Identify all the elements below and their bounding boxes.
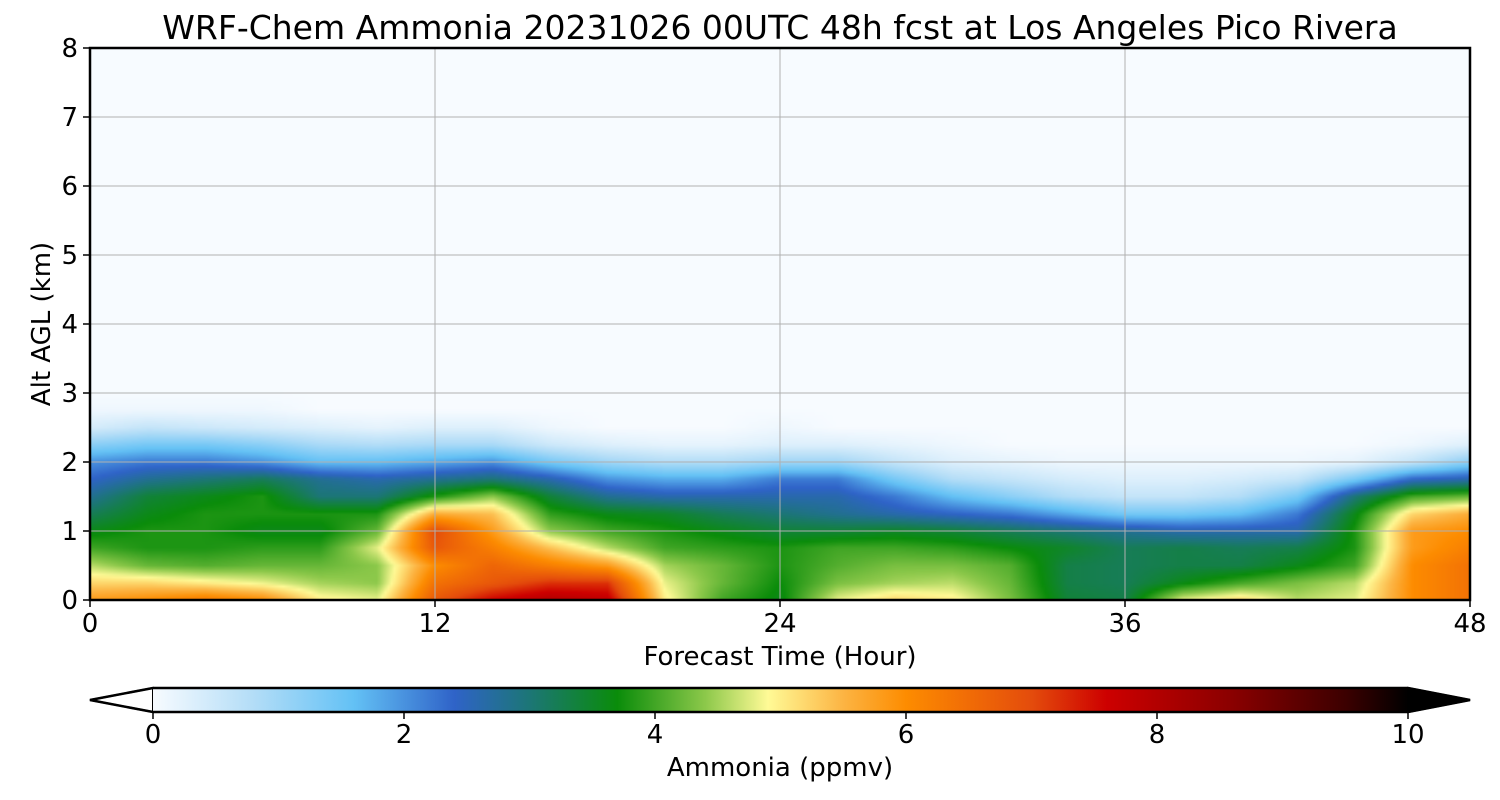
y-tick-label: 7 (61, 103, 78, 133)
x-tick-label: 0 (82, 609, 99, 639)
colorbar-tick-label: 2 (396, 720, 413, 750)
y-tick-label: 1 (61, 517, 78, 547)
colorbar-tick-label: 6 (898, 720, 915, 750)
x-tick-label: 48 (1453, 609, 1486, 639)
y-axis-label: Alt AGL (km) (27, 242, 57, 406)
colorbar: 0 2 4 6 8 10 Ammonia (ppmv) (89, 686, 1471, 783)
x-tick-label: 12 (418, 609, 451, 639)
colorbar-tick-label: 10 (1391, 720, 1424, 750)
y-tick-label: 3 (61, 379, 78, 409)
x-axis-ticks: 0 12 24 36 48 (82, 600, 1487, 639)
colorbar-over-arrow (1407, 686, 1471, 714)
colorbar-tick-label: 0 (145, 720, 162, 750)
plot-area (88, 46, 1472, 602)
y-axis-ticks: 0 1 2 3 4 5 6 7 8 (61, 34, 90, 616)
x-axis-label: Forecast Time (Hour) (643, 642, 916, 672)
colorbar-ticks: 0 2 4 6 8 10 (145, 712, 1425, 750)
colorbar-label: Ammonia (ppmv) (667, 753, 893, 783)
y-tick-label: 6 (61, 172, 78, 202)
colorbar-under-arrow (89, 686, 154, 714)
y-tick-label: 4 (61, 310, 78, 340)
colorbar-tick-label: 4 (647, 720, 664, 750)
colorbar-gradient (153, 688, 1408, 712)
chart-title: WRF-Chem Ammonia 20231026 00UTC 48h fcst… (162, 8, 1397, 47)
y-tick-label: 2 (61, 448, 78, 478)
colorbar-tick-label: 8 (1149, 720, 1166, 750)
x-tick-label: 36 (1108, 609, 1141, 639)
y-tick-label: 5 (61, 241, 78, 271)
y-tick-label: 0 (61, 586, 78, 616)
y-tick-label: 8 (61, 34, 78, 64)
x-tick-label: 24 (763, 609, 796, 639)
